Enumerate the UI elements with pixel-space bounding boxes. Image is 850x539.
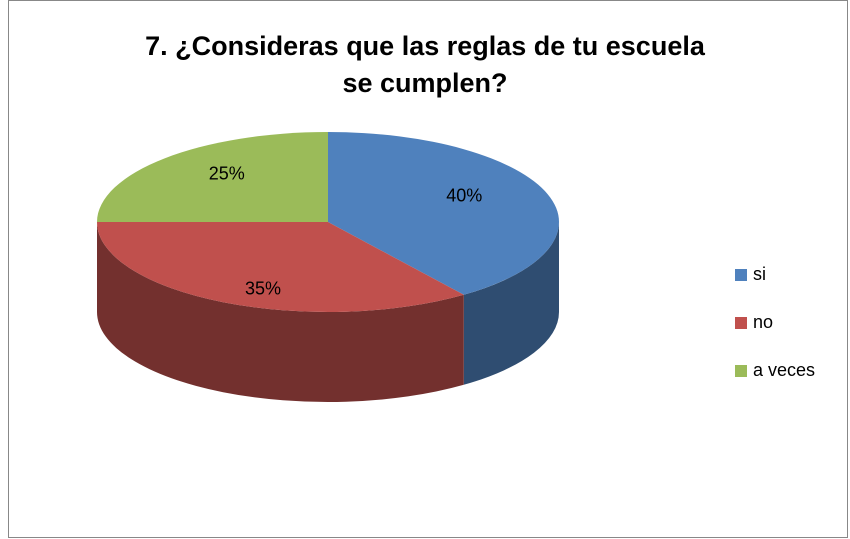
slice — [328, 132, 559, 295]
data-label: 35% — [245, 278, 281, 298]
legend-label: a veces — [753, 360, 815, 380]
slice — [97, 222, 464, 313]
data-label: 40% — [446, 186, 482, 206]
chart-title: 7. ¿Consideras que las reglas de tu escu… — [145, 31, 706, 98]
legend-label: si — [753, 264, 766, 284]
slice-side — [96, 222, 464, 403]
legend-label: no — [753, 312, 773, 332]
legend-swatch — [735, 269, 747, 281]
legend-swatch — [735, 365, 747, 377]
slice — [97, 132, 328, 222]
legend-swatch — [735, 317, 747, 329]
slice-side — [463, 222, 559, 385]
data-label: 25% — [209, 163, 245, 183]
